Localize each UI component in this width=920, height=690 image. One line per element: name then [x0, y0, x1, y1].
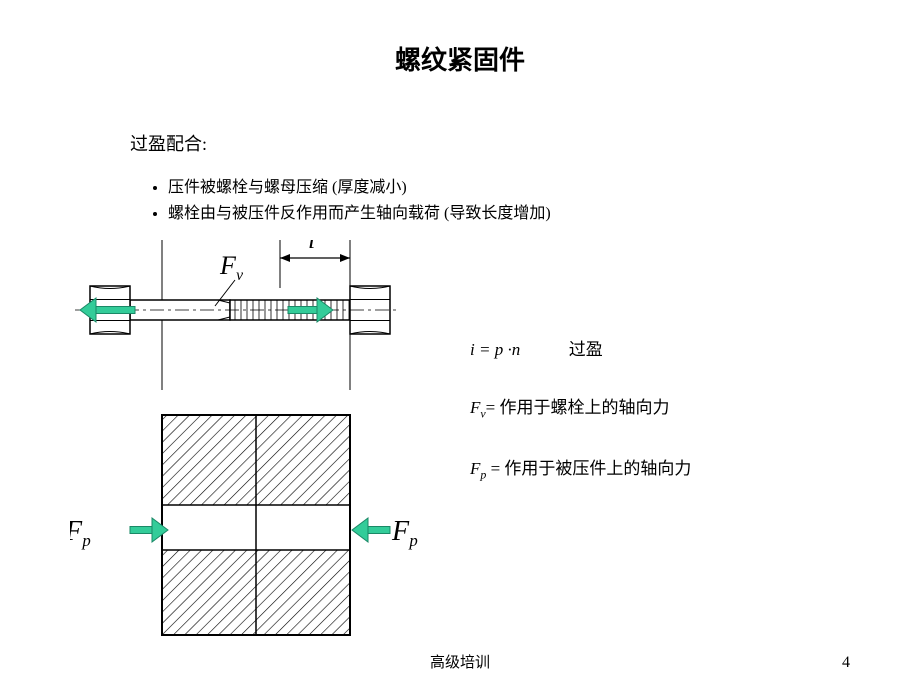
- svg-text:p: p: [81, 531, 90, 550]
- eq-fp-text: = 作用于被压件上的轴向力: [486, 459, 691, 478]
- eq-fp-sym: F: [470, 459, 480, 478]
- bolt-diagram: iFvFpFp: [70, 240, 470, 665]
- eq-i-right: 过盈: [569, 340, 603, 359]
- equation-fv: Fv= 作用于螺栓上的轴向力: [470, 398, 691, 421]
- bullet-list: 压件被螺栓与螺母压缩 (厚度减小) 螺栓由与被压件反作用而产生轴向载荷 (导致长…: [150, 175, 551, 226]
- svg-text:F: F: [70, 516, 83, 547]
- svg-text:F: F: [219, 251, 237, 280]
- eq-fv-sym: F: [470, 398, 480, 417]
- svg-text:v: v: [236, 267, 243, 284]
- svg-text:p: p: [408, 531, 417, 550]
- eq-fv-text: = 作用于螺栓上的轴向力: [486, 398, 670, 417]
- page-title: 螺纹紧固件: [0, 0, 920, 77]
- bullet-item: 压件被螺栓与螺母压缩 (厚度减小): [168, 175, 551, 201]
- equation-i: i = p ·n 过盈: [470, 340, 691, 360]
- footer-text: 高级培训: [0, 651, 920, 672]
- bullet-item: 螺栓由与被压件反作用而产生轴向载荷 (导致长度增加): [168, 201, 551, 227]
- equation-fp: Fp = 作用于被压件上的轴向力: [470, 459, 691, 482]
- page-number: 4: [842, 654, 850, 672]
- subtitle-text: 过盈配合:: [130, 130, 207, 156]
- svg-text:i: i: [308, 240, 315, 254]
- svg-text:F: F: [391, 516, 410, 547]
- equations-block: i = p ·n 过盈 Fv= 作用于螺栓上的轴向力 Fp = 作用于被压件上的…: [470, 340, 691, 520]
- eq-i-left: i = p ·n: [470, 340, 520, 359]
